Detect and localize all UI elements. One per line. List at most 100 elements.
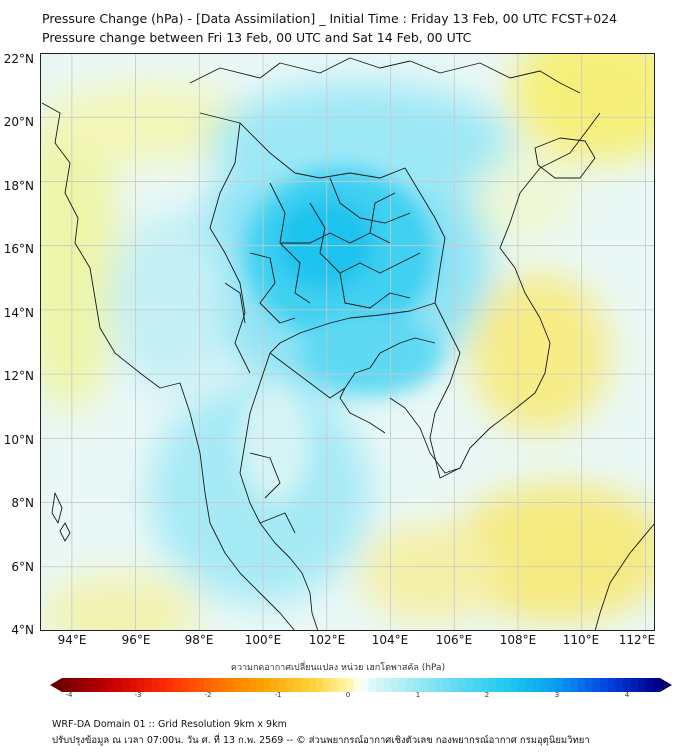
colorbar-cell <box>637 678 646 692</box>
colorbar-cell <box>361 678 369 692</box>
colorbar-tick: 0 <box>345 691 351 699</box>
colorbar-cell <box>622 678 631 692</box>
colorbar-cell <box>592 678 601 692</box>
pressure-change-map <box>40 53 655 631</box>
lon-label: 94°E <box>57 633 87 647</box>
model-info: WRF-DA Domain 01 :: Grid Resolution 9km … <box>52 719 287 730</box>
colorbar-cell <box>91 678 100 692</box>
colorbar-cell <box>405 678 414 692</box>
lat-label: 10°N <box>3 433 34 447</box>
colorbar-cell <box>540 678 549 692</box>
colorbar-cell <box>525 678 534 692</box>
colorbar-cell <box>286 678 295 692</box>
colorbar-cell <box>503 678 511 692</box>
colorbar-cell <box>577 678 586 692</box>
colorbar-cell <box>615 678 623 692</box>
colorbar-cell <box>196 678 205 692</box>
colorbar-cell <box>301 678 309 692</box>
colorbar-cell <box>450 678 459 692</box>
colorbar-cell <box>375 678 384 692</box>
colorbar-cell <box>562 678 571 692</box>
colorbar-cell <box>555 678 564 692</box>
colorbar-cell <box>480 678 489 692</box>
colorbar-cell <box>271 678 280 692</box>
colorbar-cell <box>547 678 556 692</box>
colorbar-cell <box>293 678 302 692</box>
colorbar-cell <box>645 678 653 692</box>
colorbar-cell <box>331 678 339 692</box>
colorbar-cell <box>443 678 451 692</box>
country-borders <box>41 57 655 631</box>
colorbar-cell <box>166 678 175 692</box>
colorbar-min-arrow <box>50 678 62 692</box>
lon-label: 96°E <box>121 633 151 647</box>
lat-label: 12°N <box>3 369 34 383</box>
colorbar-cell <box>99 678 108 692</box>
colorbar-cell <box>241 678 250 692</box>
colorbar-cell <box>346 678 354 692</box>
colorbar-cell <box>652 678 661 692</box>
lat-label: 4°N <box>11 623 34 637</box>
colorbar-cell <box>488 678 496 692</box>
colorbar-cell <box>121 678 130 692</box>
map-subtitle: Pressure change between Fri 13 Feb, 00 U… <box>42 30 472 45</box>
colorbar-cell <box>76 678 85 692</box>
colorbar-cell <box>413 678 422 692</box>
colorbar-cell <box>204 678 212 692</box>
colorbar-cell <box>495 678 504 692</box>
colorbar-cell <box>136 678 145 692</box>
field-core <box>240 168 440 503</box>
colorbar-cell <box>62 678 70 692</box>
colorbar-cell <box>630 678 638 692</box>
update-credit: ปรับปรุงข้อมูล ณ เวลา 07:00น. วัน ศ. ที่… <box>52 735 590 746</box>
colorbar-cell <box>420 678 429 692</box>
colorbar-tick: 3 <box>554 691 560 699</box>
colorbar-cell <box>390 678 399 692</box>
colorbar-cell <box>435 678 444 692</box>
colorbar-tick: 4 <box>624 691 630 699</box>
colorbar-max-arrow <box>660 678 672 692</box>
lon-label: 100°E <box>244 633 282 647</box>
colorbar-cell <box>323 678 332 692</box>
colorbar-cell <box>226 678 235 692</box>
colorbar-tick: -4 <box>65 691 73 699</box>
colorbar-cell <box>398 678 407 692</box>
lat-label: 16°N <box>3 242 34 256</box>
lat-label: 14°N <box>3 306 34 320</box>
colorbar-cell <box>189 678 197 692</box>
lon-label: 110°E <box>562 633 600 647</box>
colorbar-cell <box>517 678 526 692</box>
colorbar-cell <box>428 678 437 692</box>
lon-label: 108°E <box>499 633 537 647</box>
lon-label: 102°E <box>308 633 346 647</box>
colorbar-cell <box>144 678 152 692</box>
colorbar-cell <box>181 678 190 692</box>
colorbar-cell <box>532 678 541 692</box>
colorbar-cell <box>473 678 481 692</box>
colorbar-tick: 1 <box>415 691 421 699</box>
colorbar-tick: -3 <box>134 691 142 699</box>
colorbar-cell <box>151 678 160 692</box>
lat-label: 8°N <box>11 496 34 510</box>
lat-label: 18°N <box>3 179 34 193</box>
colorbar-cell <box>368 678 377 692</box>
colorbar-cell <box>600 678 608 692</box>
colorbar-cell <box>338 678 347 692</box>
colorbar-cell <box>84 678 93 692</box>
colorbar-cell <box>159 678 167 692</box>
colorbar-cell <box>256 678 265 692</box>
colorbar-tick: 2 <box>484 691 490 699</box>
colorbar-cell <box>263 678 272 692</box>
map-title: Pressure Change (hPa) - [Data Assimilati… <box>42 11 618 26</box>
colorbar-cell <box>278 678 287 692</box>
colorbar-cell <box>465 678 474 692</box>
colorbar-cell <box>458 678 466 692</box>
colorbar-cell <box>585 678 594 692</box>
colorbar-cell <box>106 678 115 692</box>
colorbar-cell <box>248 678 257 692</box>
colorbar-cell <box>233 678 242 692</box>
colorbar-cell <box>129 678 138 692</box>
colorbar-cell <box>316 678 324 692</box>
colorbar-tick: -2 <box>204 691 212 699</box>
map-frame <box>40 53 655 631</box>
